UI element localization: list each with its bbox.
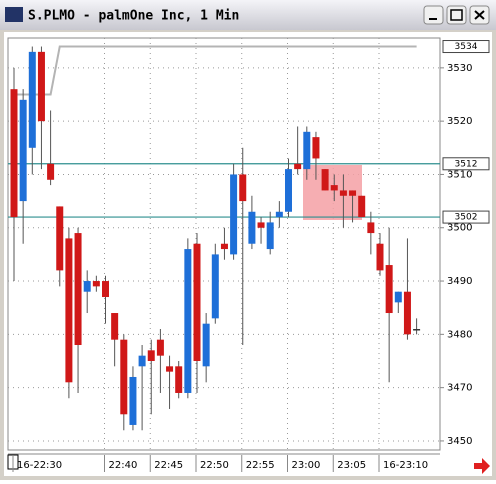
candle-body	[321, 169, 329, 191]
y-tick-label: 3500	[447, 223, 472, 234]
candle-body	[111, 313, 119, 340]
x-tick-label: 22:40	[109, 460, 138, 471]
chart-area	[4, 32, 492, 476]
scroll-arrow[interactable]	[474, 458, 490, 474]
candle-body	[413, 329, 421, 331]
candle-body	[312, 137, 320, 159]
step-line	[14, 45, 417, 96]
title-bar	[0, 0, 496, 30]
minimize-button[interactable]	[423, 5, 444, 25]
candle-body	[120, 339, 128, 415]
candle-body	[138, 355, 146, 367]
y-tick-label: 3490	[447, 276, 472, 287]
window-controls[interactable]	[423, 5, 490, 25]
price-marker-box	[442, 210, 490, 224]
x-tick-label: 23:00	[292, 460, 321, 471]
price-marker: 3502	[455, 213, 478, 223]
candle-body	[230, 174, 238, 255]
candle-body	[83, 281, 91, 292]
candle-body	[275, 211, 283, 218]
candle-body	[202, 323, 210, 367]
candle-body	[330, 185, 338, 191]
candle-body	[147, 350, 155, 361]
candle-body	[358, 195, 366, 218]
candle-body	[266, 222, 274, 250]
candle-body	[403, 291, 411, 335]
y-tick-label: 3530	[447, 63, 472, 74]
maximize-icon	[450, 9, 463, 21]
candle-body	[74, 233, 82, 346]
close-icon	[474, 10, 485, 20]
x-tick-label: 16-23:10	[383, 460, 428, 471]
candle-body	[349, 190, 357, 196]
candle-body	[175, 366, 183, 393]
candle-body	[385, 265, 393, 314]
price-marker: 3512	[455, 159, 478, 169]
candle-body	[220, 243, 228, 250]
y-tick-label: 3450	[447, 436, 472, 447]
plot-frame	[7, 37, 441, 451]
candle-body	[367, 222, 375, 234]
candle-body	[65, 238, 73, 383]
candle-body	[92, 281, 100, 287]
candle-body	[294, 163, 302, 170]
x-tick-label: 16-22:30	[17, 460, 62, 471]
app-icon	[5, 7, 23, 22]
candle-body	[129, 376, 137, 425]
candle-body	[211, 254, 219, 319]
candle-body	[184, 249, 192, 393]
candle-body	[339, 190, 347, 196]
candle-body	[303, 131, 311, 170]
price-marker-box	[442, 40, 490, 54]
x-tick-label: 22:50	[200, 460, 229, 471]
window-title: S.PLMO - palmOne Inc, 1 Min	[28, 9, 239, 24]
price-marker: 3534	[455, 42, 478, 52]
candle-body	[166, 366, 174, 372]
candle-body	[394, 291, 402, 303]
candle-body	[28, 51, 36, 148]
candle-body	[102, 281, 109, 298]
candle-body	[37, 51, 45, 122]
candle-body	[239, 174, 247, 202]
candle-body	[193, 243, 201, 361]
candle-body	[257, 222, 265, 228]
y-tick-label: 3510	[447, 169, 472, 180]
y-tick-label: 3480	[447, 329, 472, 340]
x-tick-label: 22:55	[246, 460, 275, 471]
candle-body	[47, 163, 55, 180]
y-tick-label: 3520	[447, 116, 472, 127]
x-tick-label: 22:45	[154, 460, 183, 471]
maximize-button[interactable]	[446, 5, 467, 25]
candle-body	[285, 169, 292, 212]
y-tick-label: 3470	[447, 383, 472, 394]
candle-body	[376, 243, 384, 271]
candle-body	[248, 211, 256, 244]
candle-body	[19, 99, 27, 202]
candle-body	[10, 89, 18, 218]
candle-body	[56, 206, 64, 271]
price-marker-box	[442, 157, 490, 171]
x-tick-label: 23:05	[337, 460, 366, 471]
candle-body	[156, 339, 164, 356]
